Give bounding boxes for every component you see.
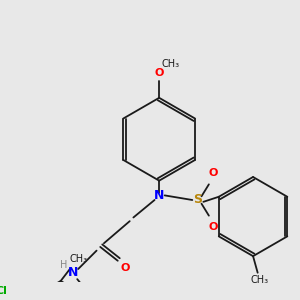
Text: O: O	[209, 222, 218, 232]
Text: N: N	[68, 266, 79, 279]
Text: CH₃: CH₃	[250, 275, 268, 285]
Text: S: S	[193, 194, 202, 206]
Text: O: O	[120, 263, 130, 273]
Text: CH₃: CH₃	[69, 254, 87, 264]
Text: N: N	[154, 189, 164, 202]
Text: O: O	[154, 68, 164, 78]
Text: CH₃: CH₃	[162, 59, 180, 69]
Text: O: O	[209, 168, 218, 178]
Text: Cl: Cl	[0, 286, 8, 296]
Text: H: H	[60, 260, 67, 270]
